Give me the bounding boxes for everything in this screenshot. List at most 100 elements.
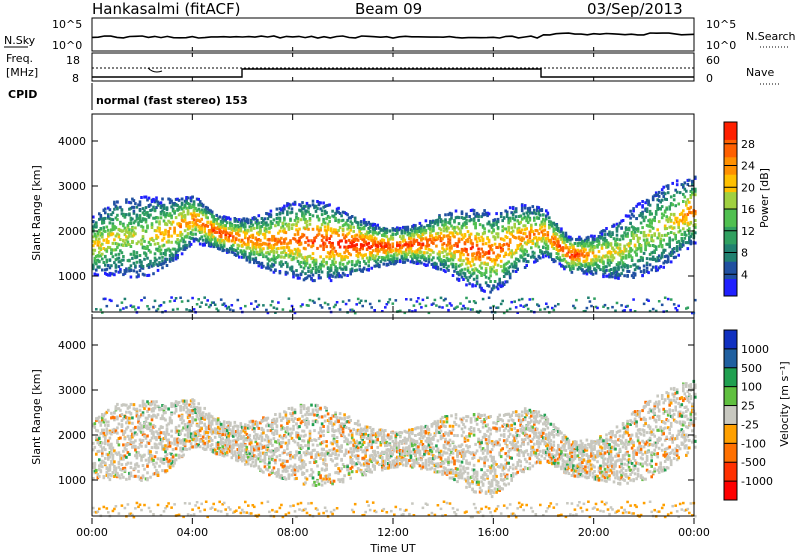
scatter-cell	[645, 223, 649, 227]
scatter-cell	[388, 243, 392, 247]
scatter-cell	[417, 259, 420, 263]
scatter-cell	[374, 243, 378, 247]
scatter-cell	[352, 225, 355, 229]
scatter-cell	[278, 261, 282, 265]
scatter-cell	[397, 248, 401, 252]
scatter-cell	[385, 255, 389, 259]
scatter-cell	[101, 217, 104, 221]
scatter-cell	[657, 254, 661, 258]
scatter-cell	[266, 266, 270, 270]
scatter-cell	[402, 225, 405, 229]
scatter-cell	[120, 468, 124, 472]
scatter-cell	[662, 238, 665, 242]
scatter-cell	[259, 262, 262, 266]
scatter-cell	[126, 236, 130, 240]
scatter-cell	[660, 252, 664, 256]
scatter-cell	[578, 235, 581, 239]
scatter-cell	[542, 252, 545, 256]
scatter-cell	[298, 237, 301, 240]
scatter-cell	[454, 242, 458, 246]
scatter-cell	[382, 262, 386, 266]
scatter-cell	[486, 263, 489, 267]
scatter-cell	[651, 250, 655, 254]
scatter-cell	[436, 223, 440, 227]
scatter-cell	[526, 221, 530, 224]
scatter-cell	[384, 249, 387, 253]
scatter-cell	[629, 247, 632, 250]
scatter-cell	[505, 280, 509, 284]
scatter-cell	[349, 272, 352, 276]
scatter-cell	[478, 252, 482, 256]
scatter-cell	[462, 259, 465, 263]
scatter-cell	[615, 245, 619, 249]
scatter-cell	[168, 248, 172, 252]
scatter-cell	[564, 238, 568, 242]
scatter-cell	[209, 232, 212, 236]
scatter-cell	[666, 191, 670, 195]
scatter-cell	[362, 218, 366, 222]
scatter-cell	[152, 197, 155, 201]
scatter-cell	[611, 224, 614, 228]
scatter-cell	[433, 221, 437, 225]
scatter-cell	[576, 259, 580, 263]
scatter-cell	[542, 233, 545, 237]
scatter-cell	[141, 272, 145, 276]
scatter-cell	[284, 237, 288, 241]
scatter-cell	[480, 272, 483, 275]
scatter-cell	[250, 302, 253, 305]
scatter-cell	[134, 219, 137, 223]
scatter-cell	[438, 258, 441, 262]
scatter-cell	[347, 260, 351, 264]
scatter-cell	[672, 212, 676, 216]
scatter-cell	[304, 247, 307, 251]
scatter-cell	[582, 310, 586, 313]
freq-unit-label: [MHz]	[6, 66, 38, 79]
scatter-cell	[627, 270, 631, 273]
scatter-cell	[123, 271, 127, 275]
scatter-cell	[198, 200, 202, 204]
scatter-cell	[101, 461, 104, 465]
scatter-cell	[114, 451, 118, 455]
scatter-cell	[376, 262, 379, 266]
scatter-cell	[641, 256, 644, 260]
scatter-cell	[460, 237, 464, 241]
scatter-cell	[572, 267, 575, 271]
scatter-cell	[322, 248, 325, 251]
scatter-cell	[221, 239, 224, 242]
scatter-cell	[606, 255, 610, 259]
scatter-cell	[677, 304, 680, 308]
scatter-cell	[591, 263, 595, 267]
scatter-cell	[402, 257, 405, 261]
scatter-cell	[517, 228, 521, 232]
scatter-cell	[505, 272, 509, 275]
scatter-cell	[301, 303, 304, 306]
scatter-cell	[558, 262, 562, 266]
scatter-cell	[402, 244, 405, 248]
scatter-cell	[477, 215, 480, 219]
scatter-cell	[689, 194, 693, 197]
scatter-cell	[320, 213, 324, 217]
scatter-cell	[669, 250, 673, 254]
scatter-cell	[633, 230, 637, 234]
scatter-cell	[98, 507, 101, 511]
scatter-cell	[304, 204, 307, 208]
scatter-cell	[456, 232, 459, 236]
scatter-cell	[347, 231, 351, 235]
scatter-cell	[329, 255, 333, 259]
scatter-cell	[444, 263, 447, 266]
scatter-cell	[430, 263, 434, 266]
scatter-cell	[421, 298, 425, 302]
scatter-cell	[654, 193, 658, 197]
scatter-cell	[432, 238, 435, 242]
scatter-cell	[257, 245, 261, 249]
scatter-cell	[104, 229, 107, 233]
scatter-cell	[615, 276, 619, 280]
scatter-cell	[254, 217, 258, 221]
scatter-cell	[603, 254, 607, 258]
scatter-cell	[186, 209, 190, 213]
scatter-cell	[191, 224, 194, 228]
scatter-cell	[433, 298, 437, 302]
scatter-cell	[420, 224, 423, 228]
scatter-cell	[669, 218, 673, 222]
scatter-cell	[125, 403, 128, 407]
